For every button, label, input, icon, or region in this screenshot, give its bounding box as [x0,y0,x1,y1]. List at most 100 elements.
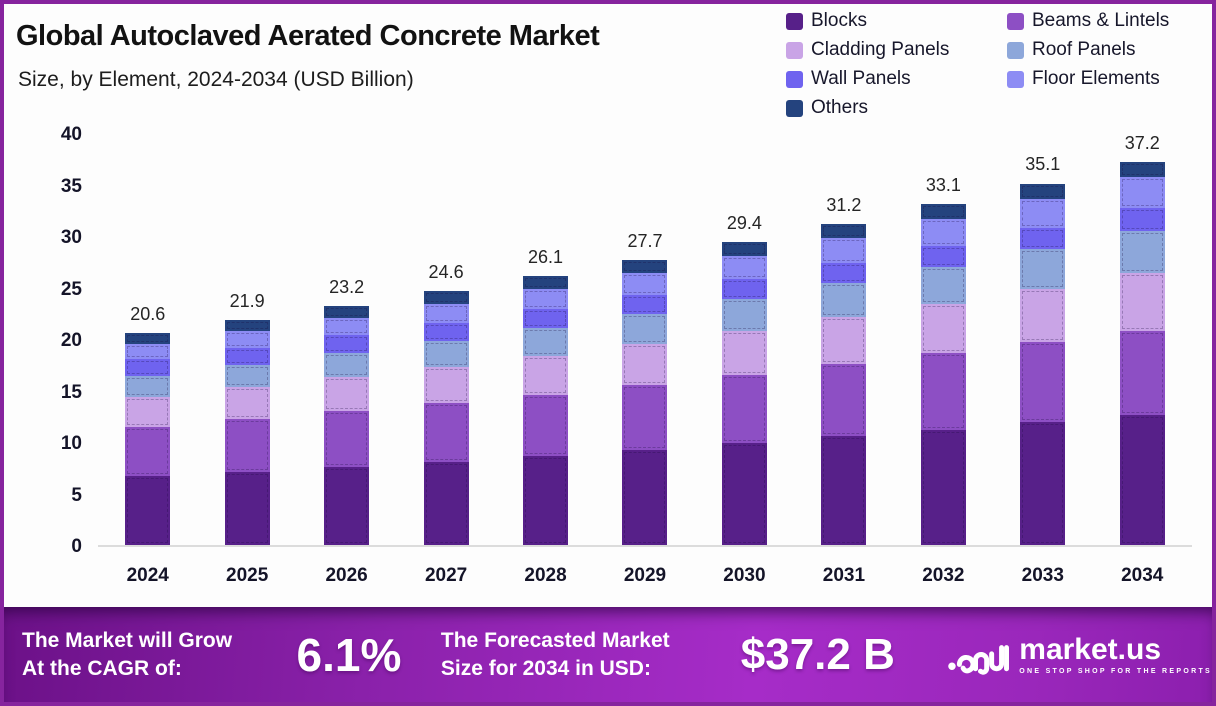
cagr-label-line2: At the CAGR of: [22,656,182,680]
bar-segment-beams-lintels [622,385,668,451]
x-label-2031: 2031 [822,565,866,586]
bar-stack [1020,183,1066,545]
marketus-logo-icon [947,628,1010,681]
bar-segment-blocks [1119,415,1165,545]
bar-segment-roof-panels [721,299,767,332]
bar-segment-roof-panels [224,365,270,388]
bar-segment-blocks [622,450,668,545]
bar-2032: 33.1 2032 [920,135,966,586]
legend-label: Blocks [811,10,867,31]
y-tick-35: 35 [60,175,82,197]
legend-label: Roof Panels [1032,39,1136,60]
bar-total-label: 24.6 [428,262,464,283]
bar-segment-floor-elements [1020,198,1066,228]
bar-stack [324,306,370,545]
bar-segment-wall-panels [224,347,270,366]
bar-total-label: 23.2 [329,277,365,298]
legend-swatch-icon [786,99,803,117]
bar-segment-beams-lintels [523,394,569,457]
bar-segment-cladding-panels [423,366,469,403]
legend-swatch-icon [786,70,803,88]
bar-total-label: 35.1 [1025,154,1061,175]
bar-segment-floor-elements [1119,177,1165,209]
legend-swatch-icon [1007,70,1024,88]
bar-segment-cladding-panels [920,303,966,354]
bar-segment-others [125,332,171,344]
bar-stack [224,320,270,545]
bar-segment-roof-panels [821,283,867,318]
legend-item-floor-elements: Floor Elements [1007,68,1210,90]
legend-swatch-icon [786,41,803,59]
bar-segment-wall-panels [1020,227,1066,250]
bar-2029: 27.7 2029 [622,135,668,586]
bar-segment-wall-panels [423,322,469,342]
bar-segment-blocks [324,466,370,545]
bar-2027: 24.6 2027 [423,135,469,586]
bar-segment-cladding-panels [224,387,270,420]
brand-tagline: ONE STOP SHOP FOR THE REPORTS [1019,667,1212,675]
bar-segment-others [622,259,668,274]
bar-total-label: 29.4 [726,213,762,234]
x-label-2026: 2026 [325,565,368,586]
bar-segment-blocks [125,476,171,545]
forecast-label-line2: Size for 2034 in USD: [440,656,651,680]
bar-segment-beams-lintels [1119,330,1165,416]
bar-segment-blocks [821,435,867,545]
bar-segment-roof-panels [324,353,370,378]
y-axis: 40 35 30 25 20 15 10 5 0 [22,124,82,557]
bar-stack [821,223,867,545]
y-tick-20: 20 [60,330,82,351]
y-tick-10: 10 [60,433,82,454]
x-label-2025: 2025 [226,565,269,586]
bar-segment-blocks [721,443,767,545]
legend-swatch-icon [1007,12,1024,30]
bar-segment-wall-panels [125,359,171,377]
y-tick-15: 15 [60,381,82,403]
x-label-2034: 2034 [1121,565,1164,586]
y-tick-30: 30 [60,227,82,248]
legend-label: Wall Panels [811,68,911,89]
forecast-label: The Forecasted Market Size for 2034 in U… [441,627,741,682]
cagr-label-line1: The Market will Grow [22,629,233,653]
bar-total-label: 33.1 [925,175,961,196]
bar-total-label: 20.6 [130,303,166,324]
bar-segment-floor-elements [821,238,867,263]
bar-segment-others [920,204,966,220]
bar-segment-roof-panels [125,376,171,397]
bar-stack [622,259,668,545]
bar-segment-blocks [523,456,569,545]
legend-label: Beams & Lintels [1032,10,1170,31]
bar-segment-beams-lintels [125,426,171,476]
bar-segment-beams-lintels [1020,342,1066,423]
bar-segment-wall-panels [721,279,767,300]
bar-stack [423,291,469,545]
bar-segment-wall-panels [622,294,668,315]
bar-segment-cladding-panels [125,396,171,427]
forecast-value: $37.2 B [740,629,895,679]
x-label-2027: 2027 [424,565,468,586]
page-title: Global Autoclaved Aerated Concrete Marke… [16,20,600,52]
bar-segment-roof-panels [1020,249,1066,289]
bar-segment-others [324,306,370,318]
bar-stack [920,204,966,545]
legend-item-others: Others [786,97,989,119]
bar-segment-beams-lintels [423,402,469,462]
chart-legend: Blocks Beams & Lintels Cladding Panels Roof… [786,10,1210,119]
legend-swatch-icon [1007,41,1024,59]
cagr-value: 6.1% [296,628,402,681]
legend-swatch-icon [786,12,803,30]
bar-segment-floor-elements [224,331,270,348]
legend-item-cladding-panels: Cladding Panels [786,39,989,61]
bar-segment-floor-elements [523,288,569,310]
y-tick-0: 0 [71,536,82,557]
bar-segment-blocks [423,461,469,545]
footer-banner: The Market will Grow At the CAGR of: 6.1… [4,607,1212,702]
x-label-2024: 2024 [126,565,169,586]
stacked-bar-plot: 20.6 2024 21.9 2025 23.2 2026 24.6 2027 26.1 2028… [98,133,1192,586]
bar-stack [1119,161,1165,545]
bar-segment-beams-lintels [821,363,867,436]
y-tick-25: 25 [60,278,82,300]
bar-stack [721,242,767,545]
bar-segment-cladding-panels [1020,288,1066,343]
